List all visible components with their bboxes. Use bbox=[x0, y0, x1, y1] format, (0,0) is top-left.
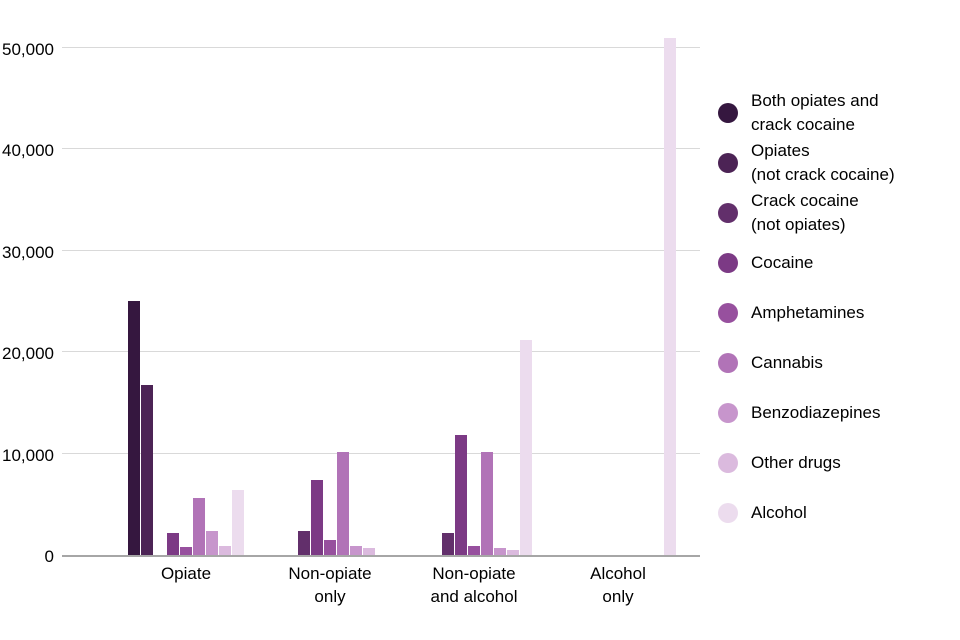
gridline bbox=[62, 351, 700, 353]
bar bbox=[337, 452, 349, 555]
bar-slot bbox=[193, 498, 206, 555]
legend-label: Alcohol bbox=[751, 503, 807, 522]
legend-swatch-icon bbox=[718, 403, 738, 423]
bar-slot bbox=[350, 546, 363, 555]
x-tick-label: Non-opiate only bbox=[288, 564, 372, 606]
legend-item: Amphetamines bbox=[718, 288, 895, 338]
legend-swatch-icon bbox=[718, 103, 738, 123]
bar bbox=[481, 452, 493, 555]
y-tick-label: 50,000 bbox=[2, 40, 54, 59]
bar-slot bbox=[442, 533, 455, 555]
legend-swatch-icon bbox=[718, 253, 738, 273]
x-tick-label: Opiate bbox=[160, 564, 212, 583]
bar-group bbox=[258, 20, 402, 555]
bar-slot bbox=[141, 385, 154, 555]
legend-label: Cocaine bbox=[751, 253, 814, 272]
bar bbox=[180, 547, 192, 555]
bar bbox=[468, 546, 480, 555]
bar bbox=[141, 385, 153, 555]
bar bbox=[664, 38, 676, 555]
y-axis: 0 10,000 20,000 30,000 40,000 50,000 bbox=[0, 0, 54, 640]
x-tick-label: Non-opiate and alcohol bbox=[430, 564, 518, 606]
bar-group bbox=[114, 20, 258, 555]
y-tick-label: 10,000 bbox=[2, 445, 54, 465]
legend-label: Cannabis bbox=[751, 353, 823, 372]
bar-slot bbox=[167, 533, 180, 555]
bar bbox=[232, 490, 244, 555]
gridline bbox=[62, 249, 700, 251]
bar bbox=[507, 550, 519, 555]
bar bbox=[350, 546, 362, 555]
gridline bbox=[62, 47, 700, 48]
legend-item: Opiates (not crack cocaine) bbox=[718, 138, 895, 188]
bar-slot bbox=[481, 452, 494, 555]
bar-slot bbox=[507, 550, 520, 555]
bar bbox=[311, 480, 323, 555]
bar-group bbox=[546, 20, 690, 555]
bar bbox=[442, 533, 454, 555]
plot-area bbox=[62, 20, 700, 557]
bar bbox=[455, 435, 467, 555]
legend-label: Benzodiazepines bbox=[751, 403, 881, 422]
legend-item: Cannabis bbox=[718, 338, 895, 388]
bar-slot bbox=[324, 540, 337, 555]
legend-label: Both opiates and crack cocaine bbox=[751, 91, 879, 134]
legend-swatch-icon bbox=[718, 353, 738, 373]
gridline bbox=[62, 452, 700, 454]
bar-slot bbox=[180, 547, 193, 555]
bar-slot bbox=[298, 531, 311, 555]
legend: Both opiates and crack cocaine Opiates (n… bbox=[718, 88, 895, 538]
legend-label: Other drugs bbox=[751, 453, 841, 472]
bar-slot bbox=[520, 340, 533, 555]
legend-label: Crack cocaine (not opiates) bbox=[751, 191, 859, 234]
bar-slot bbox=[206, 531, 219, 555]
legend-item: Crack cocaine (not opiates) bbox=[718, 188, 895, 238]
bar-slot bbox=[311, 480, 324, 555]
bar-slot bbox=[664, 38, 677, 555]
bar-group bbox=[402, 20, 546, 555]
legend-item: Benzodiazepines bbox=[718, 388, 895, 438]
bar-slot bbox=[468, 546, 481, 555]
bar bbox=[167, 533, 179, 555]
legend-label: Amphetamines bbox=[751, 303, 865, 322]
bar-slot bbox=[455, 435, 468, 555]
legend-swatch-icon bbox=[718, 503, 738, 523]
legend-item: Alcohol bbox=[718, 488, 895, 538]
legend-label: Opiates (not crack cocaine) bbox=[751, 141, 895, 184]
x-axis: Opiate Non-opiate only Non-opiate and alco… bbox=[114, 562, 690, 608]
bar bbox=[494, 548, 506, 555]
legend-item: Cocaine bbox=[718, 238, 895, 288]
gridline bbox=[62, 148, 700, 150]
bar bbox=[520, 340, 532, 555]
y-tick-label: 20,000 bbox=[2, 344, 54, 364]
y-tick-label: 30,000 bbox=[2, 242, 54, 262]
bar-groups bbox=[114, 20, 690, 555]
legend-swatch-icon bbox=[718, 153, 738, 173]
legend-item: Both opiates and crack cocaine bbox=[718, 88, 895, 138]
legend-item: Other drugs bbox=[718, 438, 895, 488]
bar-slot bbox=[363, 548, 376, 555]
bar bbox=[206, 531, 218, 555]
bar-slot bbox=[494, 548, 507, 555]
legend-swatch-icon bbox=[718, 303, 738, 323]
bar bbox=[298, 531, 310, 555]
bar bbox=[363, 548, 375, 555]
legend-swatch-icon bbox=[718, 203, 738, 223]
bar bbox=[128, 301, 140, 555]
bar-slot bbox=[232, 490, 245, 555]
legend-swatch-icon bbox=[718, 453, 738, 473]
bar-slot bbox=[128, 301, 141, 555]
y-tick-label: 40,000 bbox=[2, 141, 54, 161]
bar bbox=[219, 546, 231, 555]
bar bbox=[324, 540, 336, 555]
bar bbox=[193, 498, 205, 555]
bar-slot bbox=[219, 546, 232, 555]
bar-slot bbox=[337, 452, 350, 555]
x-tick-label: Alcohol only bbox=[590, 564, 646, 606]
y-tick-label: 0 bbox=[44, 547, 54, 566]
